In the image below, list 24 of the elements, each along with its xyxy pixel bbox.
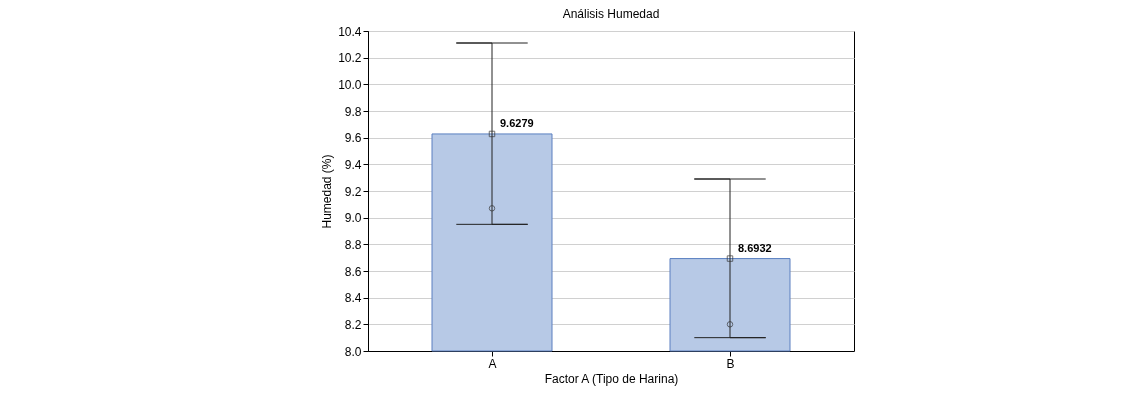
y-tick-label: 10.0 [338, 77, 362, 92]
y-tick-label: 10.2 [338, 51, 362, 66]
point [488, 205, 496, 212]
y-tick-label: 9.0 [344, 211, 362, 226]
x-tick-label: A [488, 356, 497, 371]
point [488, 130, 496, 138]
y-tick-label: 8.4 [344, 291, 362, 306]
point [726, 255, 734, 262]
y-axis-title: Humedad (%) [320, 154, 335, 229]
x-tick-label: B [726, 356, 735, 371]
point [726, 321, 734, 328]
data-label: 9.6279 [500, 116, 534, 129]
chart-title: Análisis Humedad [562, 7, 660, 21]
y-tick-label: 8.8 [344, 237, 362, 252]
y-tick-label: 8.6 [344, 264, 362, 279]
y-tick-label: 9.4 [344, 157, 362, 172]
y-tick-label: 10.4 [338, 24, 362, 39]
y-tick-label: 9.2 [344, 184, 362, 199]
y-tick-label: 9.6 [344, 131, 362, 146]
data-label: 8.6932 [738, 241, 772, 254]
y-tick-label: 8.0 [344, 344, 362, 359]
y-tick-label: 8.2 [344, 317, 362, 332]
y-tick-label: 9.8 [344, 104, 362, 119]
x-axis-title: Factor A (Tipo de Harina) [544, 371, 679, 386]
